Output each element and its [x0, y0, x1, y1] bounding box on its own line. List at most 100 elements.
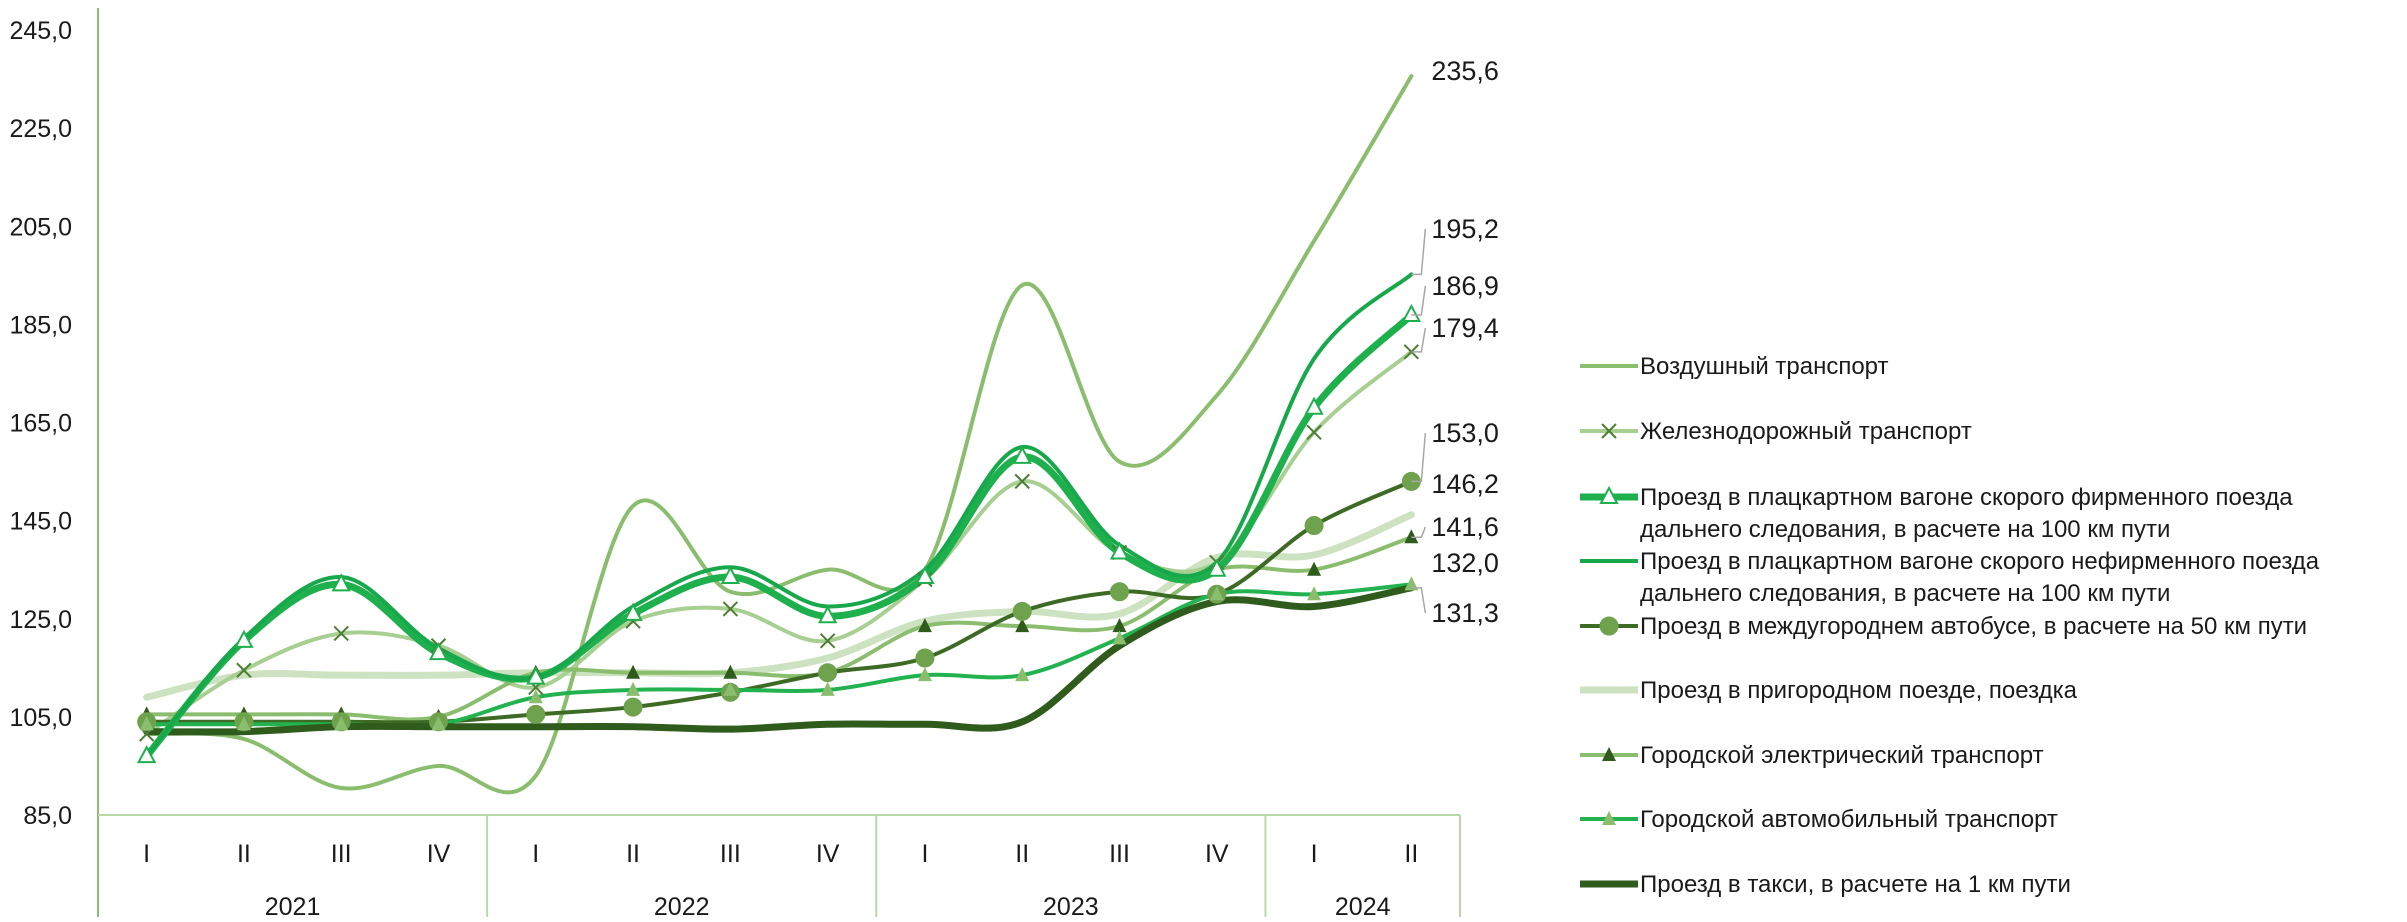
- circle-marker: [915, 648, 935, 668]
- triangle-marker: [626, 664, 641, 679]
- end-label: 186,9: [1431, 271, 1499, 301]
- x-marker: [1601, 423, 1617, 439]
- end-label: 179,4: [1431, 313, 1499, 343]
- end-label: 131,3: [1431, 598, 1499, 628]
- y-tick-label: 185,0: [9, 311, 72, 339]
- triangle-marker: [526, 666, 546, 685]
- legend-label: Проезд в междугороднем автобусе, в расче…: [1640, 613, 2307, 640]
- legend-item: Городской автомобильный транспорт: [1580, 806, 2058, 833]
- legend: Воздушный транспорт Железнодорожный транс…: [1580, 353, 2320, 898]
- x-quarter-label: IV: [816, 840, 840, 868]
- y-tick-label: 205,0: [9, 213, 72, 241]
- triangle-marker: [1015, 667, 1030, 682]
- triangle-marker: [334, 716, 349, 731]
- x-quarter-label: IV: [1205, 840, 1229, 868]
- triangle-marker: [528, 689, 543, 704]
- triangle-marker: [915, 565, 935, 585]
- legend-item: Воздушный транспорт: [1580, 353, 1889, 380]
- end-label: 132,0: [1431, 548, 1499, 578]
- legend-label: Проезд в такси, в расчете на 1 км пути: [1640, 871, 2071, 898]
- y-tick-label: 105,0: [9, 704, 72, 732]
- legend-item: Проезд в междугороднем автобусе, в расче…: [1580, 613, 2307, 640]
- circle-marker: [1110, 582, 1129, 602]
- triangle-marker: [1401, 303, 1422, 323]
- triangle-marker: [1307, 561, 1322, 576]
- x-marker: [333, 625, 349, 642]
- triangle-marker: [1207, 558, 1227, 577]
- x-year-label: 2022: [654, 893, 710, 917]
- legend-label-line: дальнего следования, в расчете на 100 км…: [1640, 516, 2170, 543]
- x-marker-stroke: [1014, 473, 1030, 490]
- triangle-marker: [139, 716, 154, 731]
- x-year-label: 2023: [1043, 893, 1099, 917]
- triangle-marker: [1112, 618, 1127, 633]
- y-tick-label: 165,0: [9, 410, 72, 438]
- x-quarter-label: II: [1404, 840, 1418, 868]
- y-tick-label: 125,0: [9, 606, 72, 634]
- triangle-marker: [1304, 396, 1324, 415]
- triangle-marker: [1112, 630, 1127, 645]
- triangle-marker: [428, 641, 449, 661]
- legend-item: Проезд в плацкартном вагоне скорого фирм…: [1580, 484, 2293, 543]
- legend-label: Железнодорожный транспорт: [1640, 418, 1972, 445]
- x-quarter-label: I: [921, 840, 928, 868]
- x-quarter-label: III: [720, 840, 741, 868]
- legend-label-line: Проезд в плацкартном вагоне скорого фирм…: [1640, 484, 2293, 511]
- circle-marker: [818, 663, 838, 683]
- legend-item: Проезд в пригородном поезде, поездка: [1580, 677, 2078, 704]
- legend-label: Проезд в пригородном поезде, поездка: [1640, 677, 2078, 704]
- triangle-marker: [817, 605, 838, 624]
- series-line: [144, 74, 1414, 795]
- end-label-leader: [1411, 432, 1427, 483]
- triangle-marker: [1602, 811, 1616, 825]
- y-tick-label: 85,0: [23, 802, 72, 830]
- x-marker: [1306, 424, 1322, 441]
- triangle-marker: [720, 565, 741, 585]
- triangle-marker: [623, 602, 643, 621]
- triangle-marker: [236, 716, 251, 731]
- triangle-marker: [136, 745, 157, 764]
- x-marker-stroke: [819, 633, 836, 649]
- triangle-marker: [1599, 485, 1619, 504]
- x-marker-stroke: [722, 601, 739, 617]
- y-tick-label: 145,0: [9, 508, 72, 536]
- end-label: 235,6: [1431, 56, 1499, 86]
- triangle-marker: [1109, 541, 1130, 560]
- triangle-marker: [331, 573, 351, 592]
- series-lines: [143, 74, 1415, 795]
- end-label-leader: [1411, 228, 1427, 276]
- x-marker-stroke: [333, 625, 349, 642]
- triangle-marker: [626, 681, 641, 696]
- end-label: 141,6: [1431, 512, 1499, 542]
- legend-label: Проезд в плацкартном вагоне скорого нефи…: [1640, 548, 2320, 607]
- series-line: [143, 511, 1415, 701]
- end-label: 195,2: [1431, 214, 1499, 244]
- x-quarter-label: III: [331, 840, 352, 868]
- series-markers: [136, 303, 1422, 764]
- legend-label-line: Проезд в плацкартном вагоне скорого нефи…: [1640, 548, 2320, 575]
- end-label-leader: [1411, 587, 1427, 614]
- triangle-marker: [1602, 747, 1616, 761]
- series-line: [144, 582, 1414, 729]
- circle-marker: [526, 704, 546, 724]
- legend-label: Проезд в плацкартном вагоне скорого фирм…: [1640, 484, 2293, 543]
- end-label: 146,2: [1431, 469, 1499, 499]
- y-tick-label: 225,0: [9, 115, 72, 143]
- triangle-marker: [917, 618, 932, 633]
- legend-label-line: дальнего следования, в расчете на 100 км…: [1640, 580, 2170, 607]
- x-marker-stroke: [1306, 424, 1322, 441]
- x-quarter-label: II: [237, 840, 251, 868]
- legend-item: Городской электрический транспорт: [1580, 742, 2044, 769]
- x-quarter-label: II: [626, 840, 640, 868]
- triangle-marker: [1209, 586, 1224, 601]
- circle-marker: [1012, 601, 1032, 621]
- end-label-leader: [1411, 327, 1427, 353]
- x-year-label: 2024: [1335, 893, 1391, 917]
- x-quarter-label: I: [143, 840, 150, 868]
- x-marker-stroke: [1601, 423, 1617, 439]
- legend-label: Городской автомобильный транспорт: [1640, 806, 2058, 833]
- x-marker-stroke: [236, 662, 252, 678]
- x-quarter-label: II: [1015, 840, 1029, 868]
- end-label-leader: [1411, 526, 1427, 539]
- triangle-marker: [431, 716, 446, 731]
